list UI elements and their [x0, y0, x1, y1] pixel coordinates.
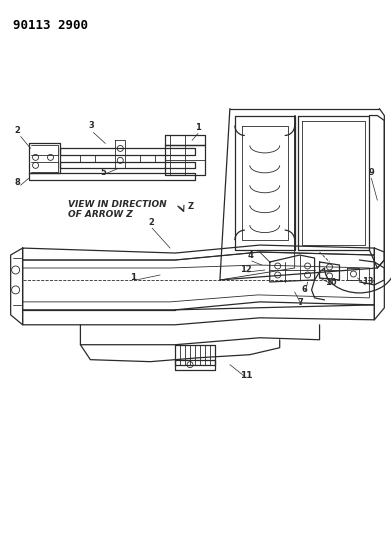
Text: 90113 2900: 90113 2900	[13, 19, 88, 32]
Text: 12: 12	[240, 265, 252, 274]
Text: OF ARROW Z: OF ARROW Z	[69, 210, 133, 219]
Text: VIEW IN DIRECTION: VIEW IN DIRECTION	[69, 200, 167, 209]
Text: 4: 4	[248, 251, 254, 260]
Text: 2: 2	[15, 126, 20, 135]
Text: 5: 5	[100, 168, 106, 177]
Text: 1: 1	[195, 124, 201, 133]
Text: 1: 1	[130, 273, 136, 282]
Text: 13: 13	[363, 277, 374, 286]
Text: 10: 10	[325, 278, 336, 287]
Text: 6: 6	[301, 285, 307, 294]
Text: 7: 7	[298, 298, 303, 307]
Text: 8: 8	[15, 179, 20, 187]
Text: 11: 11	[240, 370, 252, 379]
Text: Z: Z	[188, 202, 194, 211]
Text: 9: 9	[368, 168, 374, 177]
Text: 3: 3	[88, 122, 94, 131]
Text: 2: 2	[148, 218, 154, 227]
